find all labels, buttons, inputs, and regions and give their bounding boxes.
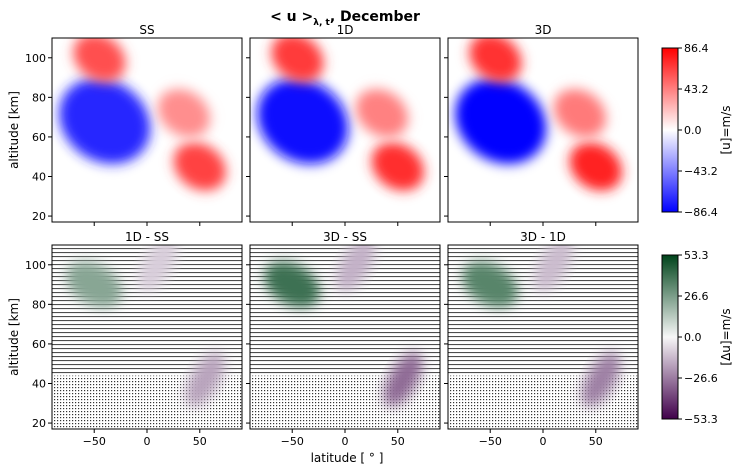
y-tick-label: 40 (32, 377, 46, 390)
colorbar-du: 53.3 26.6 0.0 −26.6 −53.3 [Δu]=m/s (661, 249, 733, 426)
x-tick-label: 50 (193, 435, 207, 448)
panel-field (257, 38, 424, 191)
field-feature-green-band (462, 261, 519, 308)
field-feature-purple-patch (383, 352, 423, 407)
field-feature-eastward-jet-high (73, 38, 126, 82)
panels: SS 20 40 60 80 100 altitude [km] 1D 3D 1D - SS 20 4… (7, 23, 639, 448)
figure-title-main: < u > (270, 9, 313, 25)
colorbars: 86.4 43.2 0.0 −43.2 −86.4 [u]=m/s 53.3 26.6 0.0 −… (661, 42, 733, 426)
x-tick-label: −50 (479, 435, 502, 448)
y-tick-label: 20 (32, 417, 46, 430)
panel-title: 1D (337, 23, 354, 37)
y-tick-label: 80 (32, 91, 46, 104)
field-feature-green-band (264, 261, 321, 308)
field-feature-green-band (66, 261, 123, 308)
y-axis-label: altitude [km] (7, 298, 21, 376)
y-tick-label: 20 (32, 210, 46, 223)
colorbar-tick-label: 86.4 (684, 42, 709, 55)
colorbar-tick-label: −86.4 (684, 206, 718, 219)
field-feature-eastward-jet-low (371, 142, 424, 191)
field-feature-purple-patch-upper (336, 245, 375, 292)
field-feature-eastward-jet-mid (157, 89, 211, 138)
panel-title: 1D - SS (125, 230, 169, 244)
panel-title: 3D (535, 23, 552, 37)
panel-1D: 1D (246, 23, 441, 226)
x-tick-label: 0 (144, 435, 151, 448)
panel-title: SS (139, 23, 154, 37)
panel-title: 3D - SS (323, 230, 367, 244)
colorbar-tick-label: 26.6 (684, 290, 709, 303)
y-tick-label: 40 (32, 170, 46, 183)
panel-3D: 3D (444, 23, 639, 226)
y-tick-label: 60 (32, 131, 46, 144)
x-tick-label: 0 (540, 435, 547, 448)
panel-title: 3D - 1D (520, 230, 566, 244)
colorbar-u: 86.4 43.2 0.0 −43.2 −86.4 [u]=m/s (661, 42, 733, 219)
panel-field (52, 245, 242, 429)
field-feature-westward-jet (455, 78, 547, 164)
panel-3D-SS: 3D - SS −50 0 50 (246, 230, 441, 448)
y-axis-label: altitude [km] (7, 91, 21, 169)
panel-field (250, 245, 440, 429)
x-tick-label: 0 (342, 435, 349, 448)
field-feature-purple-patch-upper (138, 245, 177, 292)
colorbar-tick-label: 43.2 (684, 83, 709, 96)
field-feature-eastward-jet-mid (355, 89, 409, 138)
field-feature-westward-jet (257, 78, 349, 164)
colorbar-label: [u]=m/s (719, 105, 733, 154)
field-feature-purple-patch-upper (534, 245, 573, 292)
x-axis-label: latitude [ ° ] (311, 451, 384, 465)
y-tick-label: 100 (25, 259, 46, 272)
panel-3D-1D: 3D - 1D −50 0 50 (444, 230, 639, 448)
y-tick-label: 60 (32, 338, 46, 351)
y-tick-label: 100 (25, 52, 46, 65)
x-tick-label: −50 (281, 435, 304, 448)
x-tick-label: 50 (391, 435, 405, 448)
colorbar-label: [Δu]=m/s (719, 308, 733, 365)
figure-title-subscript: λ, t (313, 18, 330, 28)
field-feature-westward-jet (59, 78, 151, 164)
colorbar-gradient (661, 47, 679, 213)
y-tick-label: 80 (32, 298, 46, 311)
field-feature-eastward-jet-high (271, 38, 324, 82)
field-feature-eastward-jet-high (469, 38, 522, 82)
field-feature-eastward-jet-low (173, 142, 226, 191)
panel-field (455, 38, 622, 191)
colorbar-tick-label: 0.0 (684, 124, 702, 137)
panel-1D-SS: 1D - SS 20 40 60 80 100 −50 0 50 altitude [km] (7, 230, 243, 448)
field-feature-purple-patch (185, 352, 225, 407)
panel-field (448, 245, 638, 429)
x-tick-label: 50 (589, 435, 603, 448)
colorbar-tick-label: 53.3 (684, 249, 709, 262)
colorbar-tick-label: 0.0 (684, 331, 702, 344)
panel-field (59, 38, 226, 191)
colorbar-gradient (661, 254, 679, 420)
panel-SS: SS 20 40 60 80 100 altitude [km] (7, 23, 243, 226)
colorbar-tick-label: −26.6 (684, 372, 718, 385)
figure-title: < u >λ, t, December (270, 9, 420, 28)
colorbar-tick-label: −43.2 (684, 165, 718, 178)
field-feature-eastward-jet-low (569, 142, 622, 191)
figure-title-suffix: , December (330, 9, 420, 25)
colorbar-tick-label: −53.3 (684, 413, 718, 426)
field-feature-eastward-jet-mid (553, 89, 607, 138)
field-feature-purple-patch (581, 352, 621, 407)
x-tick-label: −50 (83, 435, 106, 448)
